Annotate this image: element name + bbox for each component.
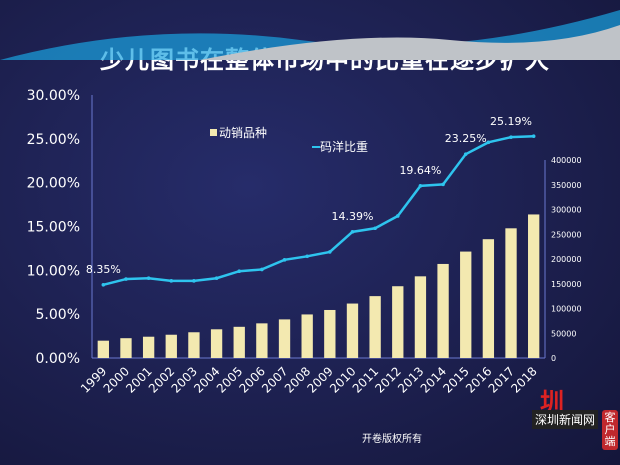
right-tick-label: 200000	[551, 255, 582, 264]
data-label: 14.39%	[331, 210, 373, 223]
line-point-2018	[531, 134, 536, 139]
bar-2001	[142, 336, 155, 358]
bar-2013	[414, 276, 427, 358]
bar-2005	[233, 326, 245, 358]
right-tick-label: 400000	[551, 156, 582, 165]
line-series	[103, 134, 534, 287]
right-tick-label: 250000	[551, 230, 582, 239]
right-tick-label: 350000	[551, 181, 582, 190]
right-tick-label: 100000	[551, 305, 582, 314]
line-point-2008	[305, 254, 309, 259]
line-point-2016	[486, 140, 491, 145]
bar-2006	[256, 323, 268, 358]
bar-2002	[165, 334, 177, 358]
bar-1999	[97, 340, 109, 358]
left-tick-label: 30.00%	[27, 88, 80, 104]
legend-bar-label: 动销品种	[219, 126, 267, 140]
left-tick-label: 15.00%	[27, 220, 80, 236]
line-point-2005	[237, 269, 242, 274]
line-point-2011	[373, 226, 377, 231]
bar-2016	[482, 239, 495, 358]
bar-2015	[460, 251, 472, 358]
data-label: 8.35%	[86, 263, 121, 276]
left-tick-label: 0.00%	[36, 351, 80, 367]
line-point-2009	[328, 250, 332, 254]
bar-2010	[346, 303, 359, 358]
line-point-2003	[192, 279, 196, 283]
line-point-2015	[463, 152, 468, 156]
brand-tag: 客户端	[602, 410, 618, 450]
bar-2011	[369, 296, 381, 358]
legend-bar-swatch	[210, 129, 217, 136]
decorative-wave	[0, 10, 620, 60]
bar-2000	[120, 338, 132, 358]
bar-2004	[210, 329, 223, 358]
bar-2017	[505, 228, 517, 358]
data-label: 25.19%	[490, 115, 532, 128]
line-point-2000	[124, 277, 128, 281]
right-tick-label: 50000	[551, 329, 576, 338]
data-label: 23.25%	[445, 132, 487, 145]
data-label: 19.64%	[399, 164, 441, 177]
bar-2014	[437, 263, 449, 358]
brand-name: 深圳新闻网	[532, 410, 599, 429]
legend-line-label: 码洋比重	[320, 139, 368, 154]
left-tick-label: 5.00%	[36, 307, 80, 323]
left-tick-label: 10.00%	[27, 263, 80, 279]
right-tick-label: 150000	[551, 280, 582, 289]
bar-2003	[188, 332, 200, 358]
right-tick-label: 0	[551, 354, 556, 363]
line-point-2004	[214, 276, 219, 281]
bar-2018	[528, 214, 540, 358]
left-tick-label: 25.00%	[27, 132, 80, 148]
line-point-2002	[169, 279, 174, 283]
line-point-2014	[441, 182, 445, 187]
left-tick-label: 20.00%	[27, 176, 80, 192]
line-point-2006	[260, 267, 264, 272]
line-point-2007	[282, 258, 287, 262]
bar-2012	[392, 286, 404, 358]
line-point-2012	[395, 214, 400, 218]
line-point-2010	[350, 230, 355, 234]
bar-2007	[278, 319, 291, 358]
right-tick-label: 300000	[551, 206, 582, 215]
bar-2008	[301, 314, 313, 358]
line-point-2017	[509, 135, 513, 139]
bar-2009	[324, 309, 336, 358]
copyright-text: 开卷版权所有	[362, 434, 422, 445]
line-point-2001	[146, 276, 151, 281]
line-point-1999	[101, 282, 106, 287]
line-point-2013	[418, 184, 423, 188]
x-tick-label: 2018	[508, 364, 539, 395]
